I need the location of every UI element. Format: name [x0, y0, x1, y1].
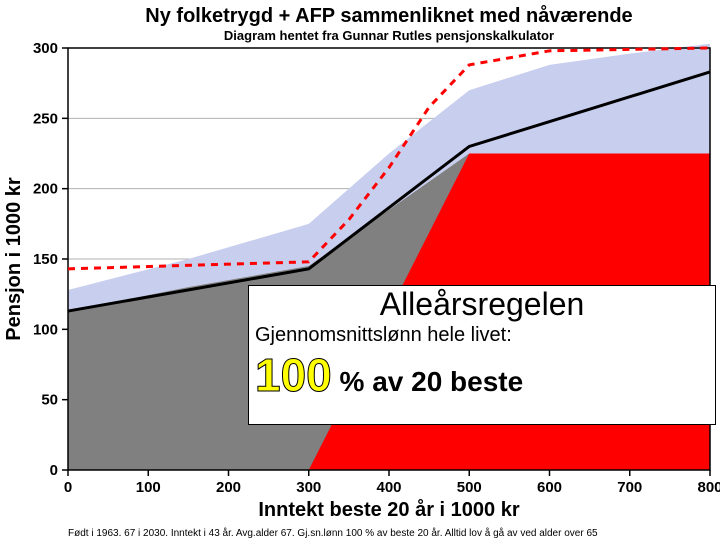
svg-text:700: 700: [617, 479, 642, 496]
svg-text:500: 500: [457, 479, 482, 496]
svg-text:50: 50: [41, 392, 58, 409]
svg-text:Ny folketrygd + AFP sammenlikn: Ny folketrygd + AFP sammenliknet med nåv…: [145, 4, 632, 27]
svg-text:0: 0: [64, 479, 72, 496]
svg-text:300: 300: [296, 479, 321, 496]
svg-text:Født i 1963. 67 i 2030. Inntek: Født i 1963. 67 i 2030. Inntekt i 43 år.…: [68, 527, 598, 539]
svg-text:Inntekt beste 20 år i 1000 kr: Inntekt beste 20 år i 1000 kr: [258, 498, 519, 521]
pension-chart: Ny folketrygd + AFP sammenliknet med nåv…: [0, 0, 720, 540]
svg-text:0: 0: [50, 462, 58, 479]
overlay-title: Alleårsregelen: [255, 288, 709, 322]
overlay-rest: % av 20 beste: [332, 366, 523, 397]
svg-text:Pensjon i 1000 kr: Pensjon i 1000 kr: [3, 177, 25, 341]
svg-text:200: 200: [216, 479, 241, 496]
overlay-big-number: 100: [255, 349, 332, 401]
overlay-value-line: 100 % av 20 beste: [255, 350, 709, 401]
svg-text:800: 800: [697, 479, 720, 496]
svg-text:600: 600: [537, 479, 562, 496]
svg-text:250: 250: [33, 110, 58, 127]
svg-text:300: 300: [33, 40, 58, 57]
overlay-box: Alleårsregelen Gjennomsnittslønn hele li…: [248, 285, 716, 425]
svg-text:Diagram hentet fra Gunnar Rutl: Diagram hentet fra Gunnar Rutles pensjon…: [224, 28, 554, 43]
svg-text:400: 400: [376, 479, 401, 496]
chart-svg: Ny folketrygd + AFP sammenliknet med nåv…: [0, 0, 720, 540]
svg-text:100: 100: [33, 321, 58, 338]
overlay-subtitle: Gjennomsnittslønn hele livet:: [255, 324, 709, 346]
svg-text:150: 150: [33, 251, 58, 268]
svg-text:200: 200: [33, 181, 58, 198]
svg-text:100: 100: [136, 479, 161, 496]
